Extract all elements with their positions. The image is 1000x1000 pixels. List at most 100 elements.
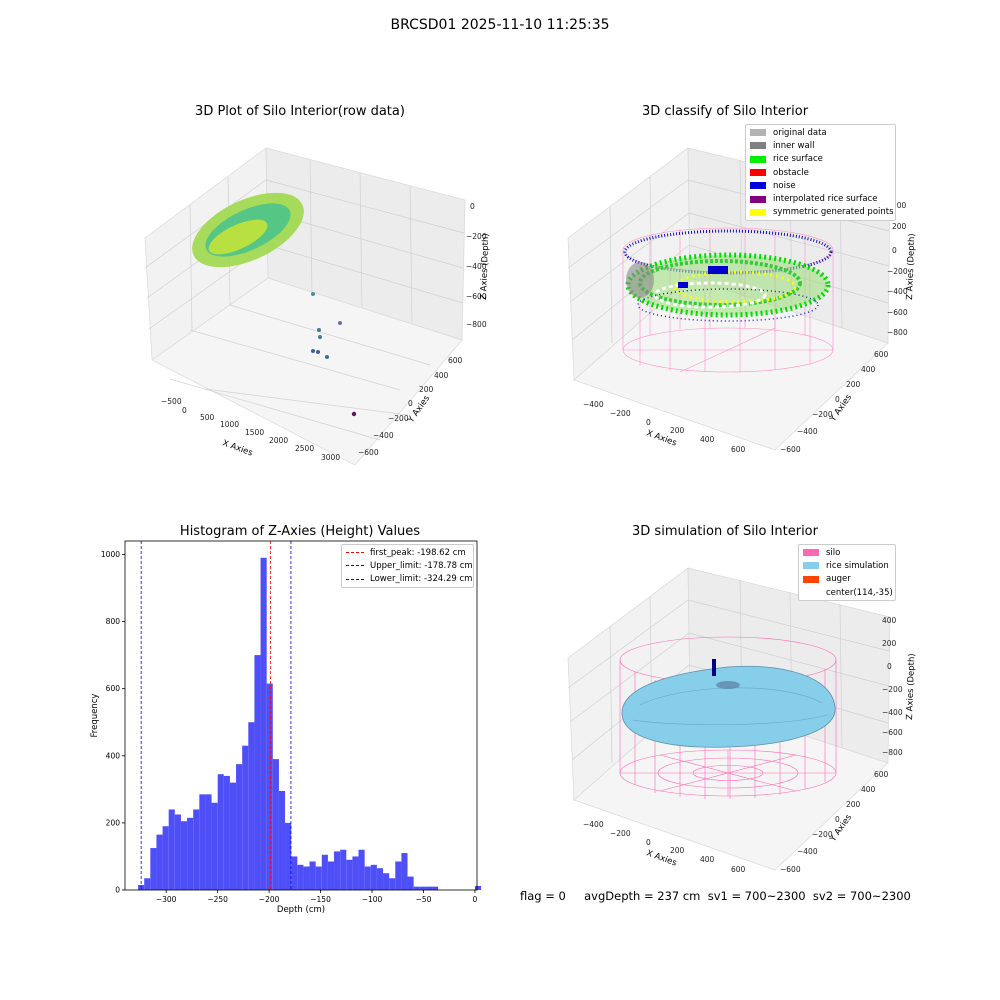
histogram-bar <box>309 861 316 890</box>
classify-z-label: Z Axies (Depth) <box>905 233 917 300</box>
y-tick: −200 <box>812 830 833 839</box>
raw-plot-title: 3D Plot of Silo Interior(row data) <box>195 104 405 119</box>
y-tick-label: 1000 <box>101 550 120 559</box>
simulation-z-label: Z Axies (Depth) <box>905 653 917 720</box>
histogram-bar <box>291 856 298 890</box>
classify-legend: original data inner wall rice surface ob… <box>745 124 896 222</box>
legend-item: Upper_limit: -178.78 cm <box>342 559 473 572</box>
legend-swatch <box>803 562 819 570</box>
histogram-bar <box>254 655 261 890</box>
x-tick-label: −100 <box>362 895 383 904</box>
simulation-plot-title: 3D simulation of Silo Interior <box>632 524 818 539</box>
histogram-bar <box>217 774 224 890</box>
legend-item: rice surface <box>746 153 895 166</box>
histogram-bar <box>150 848 157 890</box>
legend-label: center(114,-35) <box>826 587 893 598</box>
x-tick-label: −300 <box>156 895 177 904</box>
x-tick-label: −50 <box>416 895 432 904</box>
x-tick-label: −200 <box>259 895 280 904</box>
simulation-rice-surface <box>621 659 836 748</box>
y-tick: −400 <box>797 847 818 856</box>
histogram-bar <box>376 868 384 890</box>
y-tick: 400 <box>434 371 449 380</box>
histogram-bar <box>297 864 304 890</box>
raw-z-ticks: 0 −200 −400 −600 −800 <box>466 202 487 329</box>
raw-point-cloud <box>192 192 357 417</box>
y-tick: 200 <box>419 385 434 394</box>
x-tick: −400 <box>583 820 604 829</box>
x-tick: 600 <box>731 865 746 874</box>
y-tick: 600 <box>874 770 889 779</box>
histogram-bar <box>358 849 365 890</box>
x-tick: 0 <box>646 838 651 847</box>
histogram-bar <box>303 866 310 890</box>
y-tick: 0 <box>835 815 840 824</box>
histogram-bar <box>315 866 322 890</box>
legend-item: symmetric generated points <box>746 206 895 219</box>
histogram-bar <box>370 864 377 890</box>
y-tick: 0 <box>408 399 413 408</box>
histogram-bar <box>425 886 433 890</box>
histogram-bar <box>156 834 163 890</box>
classify-point-cloud <box>623 229 833 322</box>
legend-label: rice simulation <box>826 560 889 571</box>
simulation-y-label: Y Axies <box>828 812 855 844</box>
y-tick: −400 <box>797 427 818 436</box>
histogram-title: Histogram of Z-Axies (Height) Values <box>179 524 421 539</box>
raw-y-ticks: 600 400 200 0 −200 −400 −600 <box>358 356 463 457</box>
raw-x-ticks: −500 0 500 1000 1500 2000 2500 3000 <box>161 397 340 462</box>
legend-item: Lower_limit: -324.29 cm <box>342 573 473 586</box>
histogram-bar <box>236 764 243 890</box>
z-tick: 400 <box>882 616 897 625</box>
legend-item: obstacle <box>746 166 895 179</box>
histogram-bar <box>229 782 237 890</box>
histogram-bar <box>242 745 249 890</box>
y-tick: −200 <box>812 410 833 419</box>
legend-item: inner wall <box>746 139 895 152</box>
x-tick: 400 <box>700 435 715 444</box>
x-tick: −400 <box>583 400 604 409</box>
legend-item: silo <box>799 546 895 559</box>
classify-plot-title: 3D classify of Silo Interior <box>641 104 809 119</box>
simulation-legend: silo rice simulation auger center(114,-3… <box>798 544 896 602</box>
histogram-bar <box>327 861 335 890</box>
legend-swatch <box>803 575 819 583</box>
histogram-bar <box>340 849 347 890</box>
histogram-bar <box>260 557 267 890</box>
histogram-bar <box>187 817 194 890</box>
simulation-3d-plot: −400 −200 0 200 400 600 X Axies 600 400 … <box>567 567 917 874</box>
histogram-bar <box>419 886 426 890</box>
raw-3d-plot: −500 0 500 1000 1500 2000 2500 3000 X Ax… <box>144 147 490 465</box>
y-tick: −200 <box>388 414 409 423</box>
z-tick: 0 <box>887 662 892 671</box>
histogram-bar <box>162 826 169 890</box>
classify-3d-plot: −400 −200 0 200 400 600 X Axies 600 400 … <box>567 147 917 454</box>
y-tick: 200 <box>846 800 861 809</box>
y-tick: 600 <box>874 350 889 359</box>
z-tick: −400 <box>882 708 903 717</box>
histogram-bar <box>334 851 341 890</box>
legend-item: rice simulation <box>799 559 895 572</box>
histogram-y-label: Frequency <box>90 694 100 738</box>
x-tick: 400 <box>700 855 715 864</box>
z-tick: 200 <box>892 222 907 231</box>
legend-label: first_peak: -198.62 cm <box>370 547 466 558</box>
z-tick: 200 <box>892 201 907 210</box>
histogram-bar <box>285 822 292 890</box>
histogram-bar <box>248 722 255 890</box>
x-tick-label: −150 <box>310 895 331 904</box>
z-tick: 0 <box>892 246 897 255</box>
legend-line <box>346 552 364 554</box>
z-tick: −200 <box>466 232 487 241</box>
y-tick: −600 <box>780 865 801 874</box>
legend-label: Lower_limit: -324.29 cm <box>370 574 473 585</box>
legend-swatch <box>750 129 766 137</box>
z-tick: −600 <box>887 308 908 317</box>
legend-line <box>346 565 364 567</box>
x-tick: −500 <box>161 397 182 406</box>
y-tick: −400 <box>373 431 394 440</box>
status-footer: flag = 0 avgDepth = 237 cm sv1 = 700~230… <box>520 889 911 903</box>
histogram-bar <box>272 759 279 890</box>
raw-z-label: Z Axies (Depth) <box>479 233 490 300</box>
y-tick: −600 <box>780 445 801 454</box>
